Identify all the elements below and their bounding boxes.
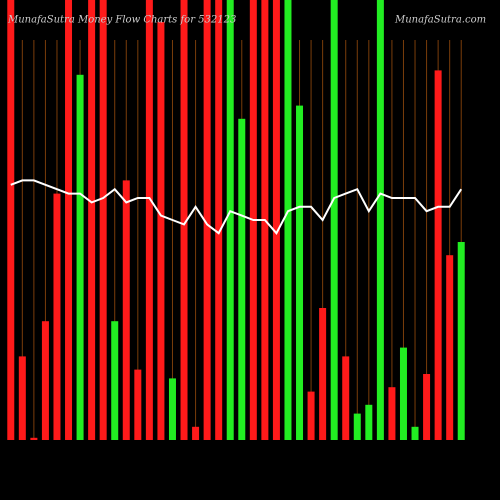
bar: [53, 193, 61, 440]
chart-title: MunafaSutra Money Flow Charts for 532123: [7, 15, 236, 26]
bar: [399, 347, 407, 440]
price-line: [10, 179, 463, 235]
bar: [30, 437, 38, 440]
bar: [296, 105, 304, 440]
bar: [111, 321, 119, 440]
bar: [423, 374, 431, 440]
bar: [365, 404, 373, 440]
bar: [157, 22, 165, 440]
bar: [284, 0, 292, 440]
bar: [76, 74, 84, 441]
bar: [226, 0, 234, 440]
bar: [342, 356, 350, 440]
bar: [134, 369, 142, 440]
bar: [180, 0, 188, 440]
bar: [353, 413, 361, 440]
bar: [122, 180, 130, 440]
chart-subtitle: MunafaSutra.com: [394, 15, 486, 26]
bar: [388, 387, 396, 440]
bar: [238, 118, 246, 441]
bar: [319, 308, 327, 440]
bar: [457, 242, 465, 440]
bar: [145, 0, 153, 440]
bar: [446, 255, 454, 440]
bar: [434, 70, 442, 441]
bar: [272, 0, 280, 440]
bar: [376, 0, 384, 440]
bar: [411, 426, 419, 440]
bar: [307, 391, 315, 440]
bar: [192, 426, 200, 440]
bar: [99, 0, 107, 440]
bar: [18, 356, 26, 440]
bar: [330, 0, 338, 440]
bar: [168, 378, 176, 440]
bar: [65, 0, 73, 440]
bar: [203, 0, 211, 440]
bar: [7, 0, 15, 440]
bar: [41, 321, 49, 440]
bar: [215, 0, 223, 440]
bar: [88, 0, 96, 440]
